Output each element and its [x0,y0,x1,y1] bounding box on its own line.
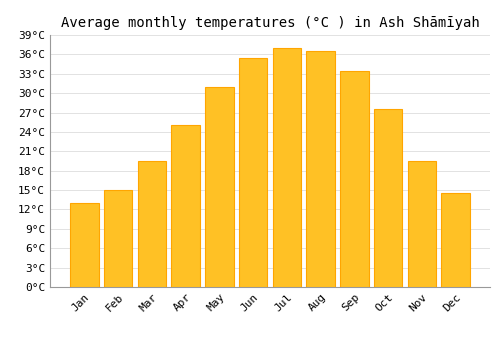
Bar [272,48,301,287]
Bar [172,125,200,287]
Bar [104,190,132,287]
Bar [340,71,368,287]
Title: Average monthly temperatures (°C ) in Ash Shāmīyah: Average monthly temperatures (°C ) in As… [60,16,480,30]
Bar [306,51,335,287]
Bar [205,87,234,287]
Bar [374,109,402,287]
Bar [239,58,268,287]
Bar [408,161,436,287]
Bar [138,161,166,287]
Bar [442,193,470,287]
Bar [70,203,98,287]
